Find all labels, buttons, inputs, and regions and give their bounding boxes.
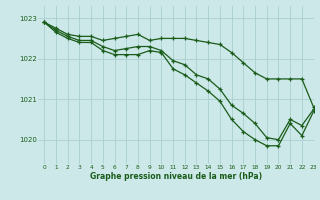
X-axis label: Graphe pression niveau de la mer (hPa): Graphe pression niveau de la mer (hPa) bbox=[90, 172, 262, 181]
